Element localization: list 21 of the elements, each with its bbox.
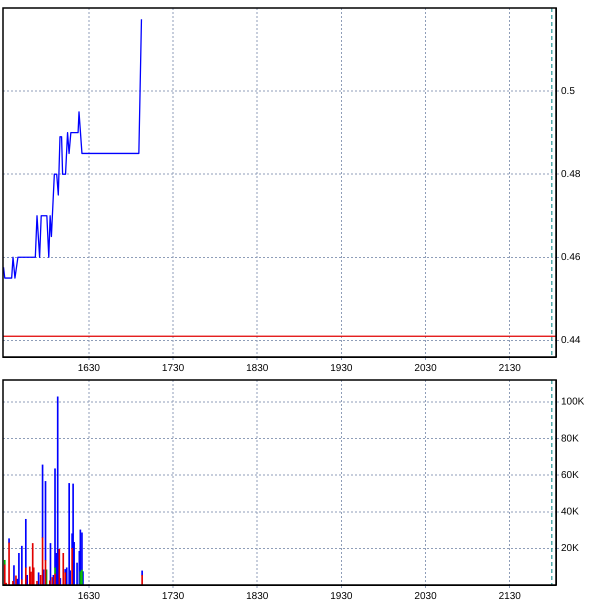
y-tick-label: 80K: [561, 433, 580, 444]
y-tick-label: 0.48: [561, 168, 581, 180]
y-tick-label: 0.5: [561, 86, 576, 97]
x-tick-label: 1930: [330, 590, 353, 600]
x-tick-label: 1630: [78, 362, 100, 374]
y-tick-label: 0.46: [561, 252, 581, 264]
y-tick-label: 60K: [561, 470, 580, 481]
x-tick-label: 2130: [498, 590, 522, 600]
x-tick-label: 2030: [414, 590, 438, 600]
x-tick-label: 1830: [246, 590, 269, 600]
y-tick-label: 20K: [561, 543, 580, 554]
y-tick-label: 40K: [561, 506, 580, 518]
x-tick-label: 1730: [162, 362, 185, 374]
x-tick-label: 1630: [78, 590, 100, 600]
x-tick-label: 2130: [498, 362, 522, 374]
x-tick-label: 1830: [246, 362, 269, 374]
y-tick-label: 100K: [561, 396, 585, 408]
y-tick-label: 0.44: [561, 335, 581, 346]
x-tick-label: 1730: [162, 590, 185, 600]
x-tick-label: 2030: [414, 362, 438, 374]
x-tick-label: 1930: [330, 362, 353, 374]
